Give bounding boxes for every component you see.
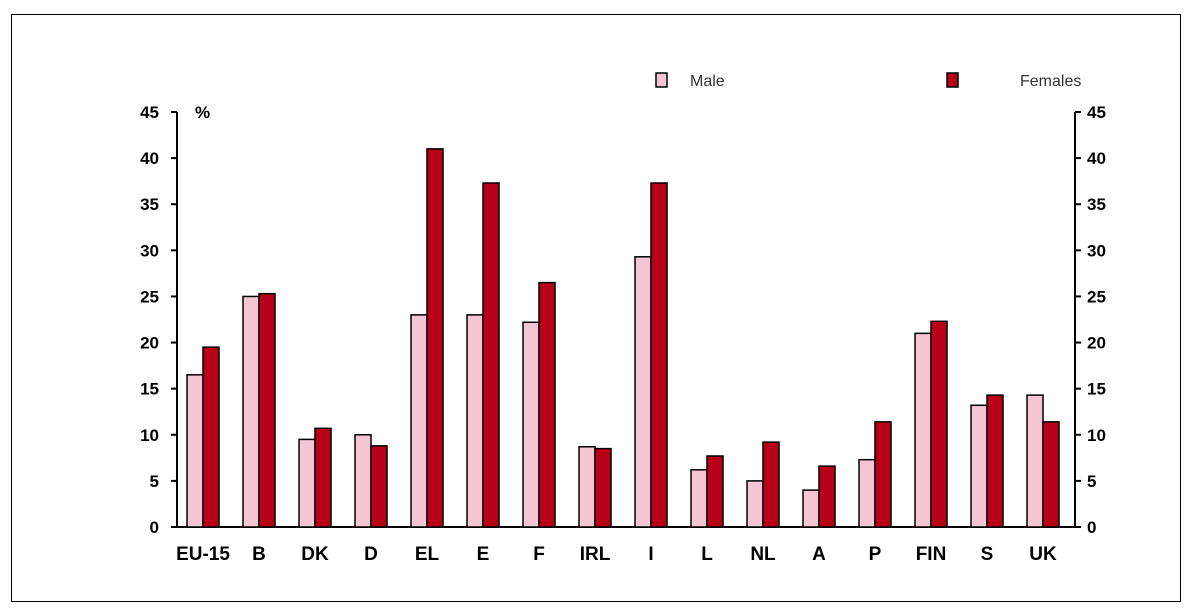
bars (186, 148, 1060, 528)
y-tick-label-right: 35 (1087, 195, 1106, 214)
bar-females-nl (762, 441, 780, 528)
x-tick-labels: EU-15 B DK D EL E F IRL I L NL A P FIN S UK (176, 544, 1057, 565)
bar-females-s (986, 394, 1004, 528)
x-tick-label: UK (1029, 544, 1057, 565)
y-tick-label-left: 5 (150, 472, 159, 491)
bar-females-a (818, 465, 836, 528)
bar-male-e (466, 314, 484, 528)
bar-male-d (354, 434, 372, 528)
bar-male-irl (578, 446, 596, 528)
bar-females-eu-15 (202, 346, 220, 528)
x-tick-label: S (981, 544, 994, 565)
legend-label-male: Male (690, 73, 725, 90)
legend: Male Females (655, 72, 1081, 90)
bar-male-fin (914, 332, 932, 528)
bar-male-p (858, 458, 876, 528)
x-tick-label: L (701, 544, 713, 565)
bar-females-fin (930, 320, 948, 528)
x-tick-label: F (533, 544, 545, 565)
x-tick-label: B (252, 544, 266, 565)
bar-females-el (426, 148, 444, 528)
y-tick-label-left: 35 (140, 195, 159, 214)
bar-male-l (690, 469, 708, 528)
y-tick-label-right: 30 (1087, 241, 1106, 260)
bar-females-uk (1042, 421, 1060, 528)
legend-label-females: Females (1020, 73, 1081, 90)
y-axis-unit-label: % (195, 103, 210, 122)
x-tick-label: NL (750, 544, 776, 565)
bar-male-i (634, 256, 652, 528)
y-tick-label-right: 0 (1087, 518, 1096, 537)
bar-females-i (650, 182, 668, 528)
y-tick-label-right: 5 (1087, 472, 1096, 491)
x-tick-label: FIN (916, 544, 947, 565)
x-tick-label: EL (415, 544, 440, 565)
bar-male-f (522, 321, 540, 528)
x-tick-label: P (869, 544, 882, 565)
bar-male-nl (746, 480, 764, 528)
bar-females-p (874, 421, 892, 528)
bar-females-b (258, 292, 276, 528)
y-tick-label-left: 30 (140, 241, 159, 260)
bar-male-eu-15 (186, 374, 204, 528)
y-tick-label-left: 10 (140, 426, 159, 445)
legend-swatch-females (946, 72, 959, 88)
y-tick-label-left: 40 (140, 149, 159, 168)
y-tick-label-right: 20 (1087, 334, 1106, 353)
bar-females-e (482, 182, 500, 528)
bar-females-dk (314, 427, 332, 528)
x-tick-label: I (648, 544, 653, 565)
x-tick-label: DK (301, 544, 329, 565)
axes: 0 0 5 5 10 10 15 15 20 20 25 25 30 30 35 35 40 40 45 45 (140, 103, 1106, 537)
x-tick-label: A (812, 544, 826, 565)
y-tick-label-right: 15 (1087, 380, 1106, 399)
bar-male-el (410, 314, 428, 528)
chart-frame (11, 14, 1181, 602)
x-tick-label: E (477, 544, 490, 565)
bar-females-irl (594, 447, 612, 528)
legend-swatch-male (655, 72, 668, 88)
y-tick-label-right: 45 (1087, 103, 1106, 122)
x-tick-label: EU-15 (176, 544, 230, 565)
y-tick-label-right: 25 (1087, 287, 1106, 306)
y-tick-label-left: 20 (140, 334, 159, 353)
bar-females-d (370, 445, 388, 528)
bar-male-b (242, 295, 260, 528)
x-tick-label: IRL (580, 544, 611, 565)
bar-male-a (802, 489, 820, 528)
y-tick-label-right: 40 (1087, 149, 1106, 168)
y-tick-label-left: 25 (140, 287, 159, 306)
bar-females-f (538, 281, 556, 528)
y-tick-label-left: 15 (140, 380, 159, 399)
y-tick-label-left: 45 (140, 103, 159, 122)
bar-male-dk (298, 438, 316, 528)
y-tick-label-right: 10 (1087, 426, 1106, 445)
bar-male-uk (1026, 394, 1044, 528)
bar-females-l (706, 455, 724, 528)
bar-male-s (970, 404, 988, 528)
x-tick-label: D (364, 544, 378, 565)
y-tick-label-left: 0 (150, 518, 159, 537)
